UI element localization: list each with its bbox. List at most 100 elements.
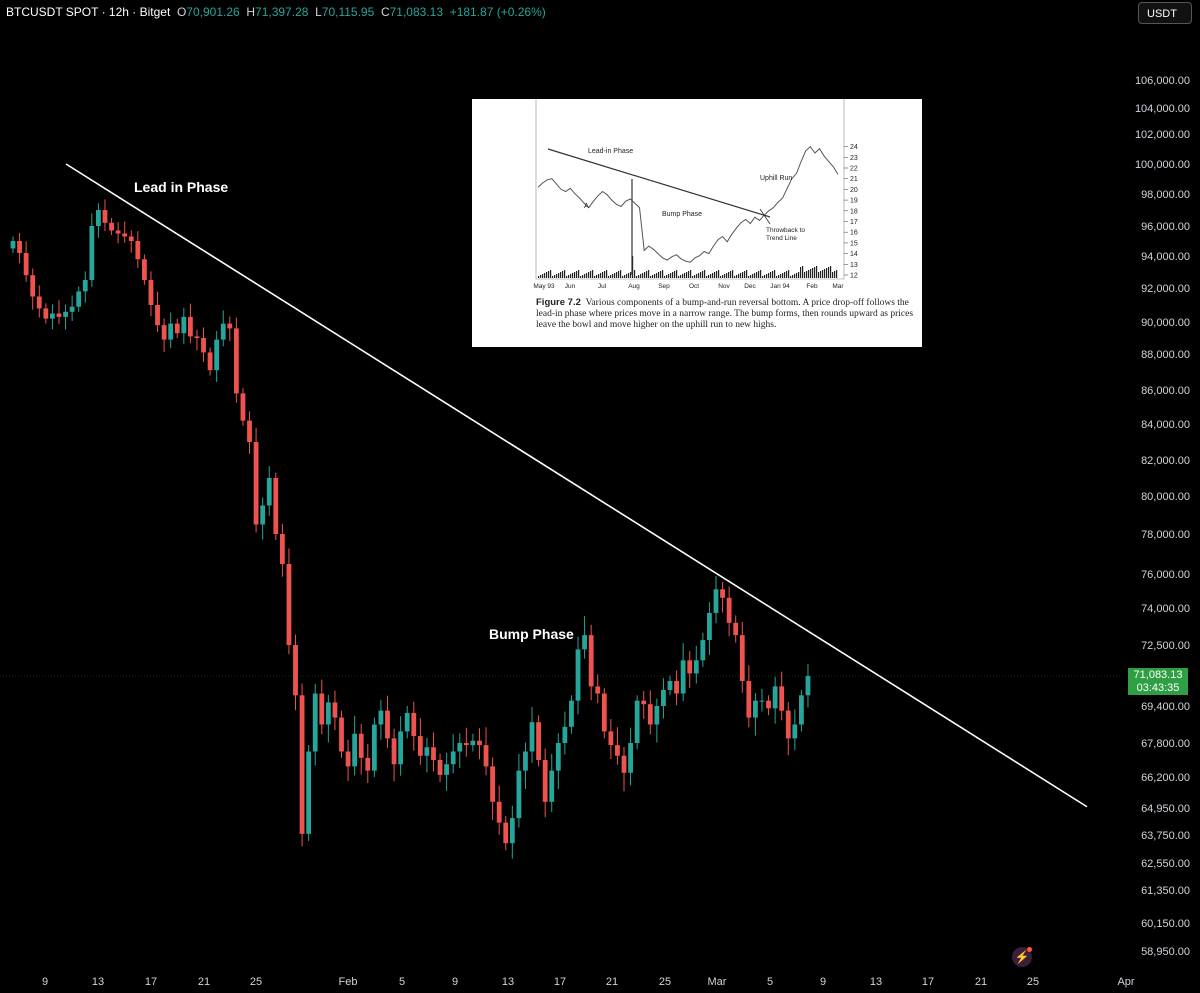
time-axis: 9 13 17 21 25 Feb 5 9 13 17 21 25 Mar 5 9 13 17 21 25 Apr <box>42 976 1135 988</box>
inset-time-tick-label: Jul <box>598 283 607 290</box>
inset-volume-bar <box>672 272 674 278</box>
inset-volume-bar <box>798 272 800 278</box>
price-tick-label: 82,000.00 <box>1141 455 1190 467</box>
inset-volume-bar <box>630 272 632 278</box>
candle-body <box>227 323 233 329</box>
inset-volume-bar <box>666 275 668 278</box>
inset-volume-bar <box>812 268 814 278</box>
inset-volume-bar <box>554 275 556 278</box>
candle-body <box>122 233 128 237</box>
candle-body <box>424 747 430 756</box>
inset-volume-bar <box>814 267 816 278</box>
price-tick-label: 94,000.00 <box>1141 251 1190 263</box>
inset-time-tick-label: Mar <box>832 283 844 290</box>
inset-volume-bar <box>804 272 806 278</box>
inset-volume-bar <box>542 274 544 278</box>
candle-body <box>365 757 371 771</box>
inset-volume-bar <box>652 275 654 278</box>
inset-volume-bar <box>620 270 622 278</box>
inset-volume-bars <box>538 256 838 278</box>
inset-volume-bar <box>792 275 794 278</box>
candle-body <box>17 241 22 253</box>
inset-volume-bar <box>670 273 672 278</box>
inset-price-tick-label: 22 <box>850 166 858 173</box>
inset-volume-bar <box>794 274 796 278</box>
inset-volume-bar <box>576 271 578 278</box>
candle-body <box>168 323 174 340</box>
inset-volume-bar <box>736 275 738 278</box>
candle-body <box>345 751 351 767</box>
candle-body <box>667 681 673 690</box>
inset-volume-bar <box>708 275 710 278</box>
inset-volume-bar <box>616 272 618 278</box>
price-tick-label: 74,000.00 <box>1141 603 1190 615</box>
inset-volume-bar <box>836 270 838 278</box>
price-tick-label: 80,000.00 <box>1141 491 1190 503</box>
price-axis: 106,000.00 104,000.00 102,000.00 100,000.00… <box>1135 75 1190 958</box>
inset-volume-bar <box>642 273 644 278</box>
candle-body <box>542 760 548 802</box>
high-label: H <box>246 5 256 19</box>
caption-text: Various components of a bump-and-run rev… <box>536 298 914 330</box>
inset-volume-bar <box>596 275 598 278</box>
inset-volume-bar <box>566 276 568 278</box>
inset-time-tick-label: Jan 94 <box>770 283 790 290</box>
inset-volume-bar <box>832 272 834 278</box>
candle-body <box>693 660 699 674</box>
candle-body <box>76 291 82 307</box>
candle-body <box>687 660 693 674</box>
time-tick-label: 9 <box>42 976 48 988</box>
candle-body <box>785 710 791 739</box>
inset-volume-bar <box>634 270 636 278</box>
candle-body <box>647 704 653 725</box>
inset-volume-bar <box>590 271 592 278</box>
inset-volume-bar <box>612 274 614 278</box>
inset-volume-bar <box>742 272 744 278</box>
candle-body <box>214 339 220 371</box>
inset-volume-bar <box>592 270 594 278</box>
inset-volume-bar <box>698 273 700 278</box>
inset-volume-bar <box>766 274 768 278</box>
candle-body <box>792 724 798 739</box>
inset-volume-bar <box>834 271 836 278</box>
inset-volume-bar <box>680 275 682 278</box>
inset-volume-bar <box>602 272 604 278</box>
inset-volume-bar <box>598 274 600 278</box>
candle-body <box>772 686 778 709</box>
inset-volume-bar <box>584 274 586 278</box>
candle-body <box>279 534 285 564</box>
price-tick-label: 60,150.00 <box>1141 918 1190 930</box>
candle-body <box>720 589 725 598</box>
time-tick-label: 13 <box>502 976 514 988</box>
candle-body <box>63 311 68 317</box>
inset-volume-bar <box>648 270 650 278</box>
price-tick-label: 102,000.00 <box>1135 129 1190 141</box>
inset-volume-bar <box>718 270 720 278</box>
inset-volume-bar <box>790 276 792 278</box>
inset-volume-bar <box>744 271 746 278</box>
candle-body <box>319 693 325 725</box>
candle-body <box>608 731 614 746</box>
inset-volume-bar <box>720 276 722 278</box>
inset-volume-bar <box>776 276 778 278</box>
candle-body <box>569 700 574 727</box>
currency-button[interactable]: USDT <box>1138 2 1192 24</box>
candle-body <box>174 323 180 334</box>
inset-price-series <box>537 145 839 263</box>
inset-volume-bar <box>668 274 670 278</box>
candle-body <box>759 700 765 702</box>
inset-volume-bar <box>810 269 812 278</box>
symbol-label[interactable]: BTCUSDT SPOT · 12h · Bitget <box>6 5 171 19</box>
candle-body <box>260 505 266 525</box>
lead-in-phase-label: Lead in Phase <box>134 179 229 195</box>
candle-body <box>477 740 482 746</box>
time-tick-label: 17 <box>145 976 157 988</box>
time-tick-label: 17 <box>554 976 566 988</box>
close-value: 71,083.13 <box>389 5 444 19</box>
inset-volume-bar <box>738 274 740 278</box>
inset-throwback-label-2: Trend Line <box>766 235 797 242</box>
lightning-icon[interactable]: ⚡ <box>1012 947 1032 967</box>
inset-volume-bar <box>624 275 626 278</box>
inset-time-tick-label: Jun <box>565 283 576 290</box>
